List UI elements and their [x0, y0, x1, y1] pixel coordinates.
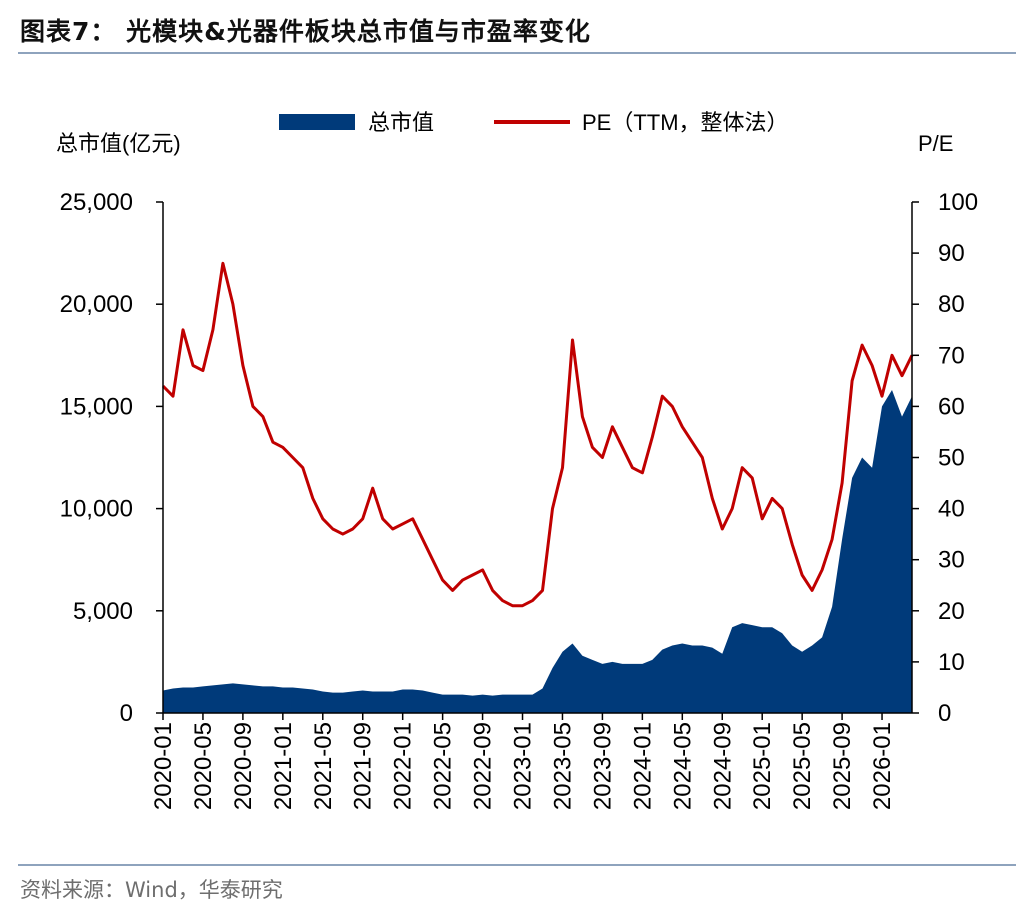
- x-tick-label: 2025-01: [749, 722, 776, 810]
- left-y-tick-label: 25,000: [60, 189, 133, 216]
- x-tick-label: 2025-09: [829, 722, 856, 810]
- x-tick-label: 2021-05: [310, 722, 337, 810]
- right-y-axis-label: P/E: [918, 131, 953, 156]
- right-y-tick-label: 100: [938, 189, 978, 216]
- right-y-tick-label: 80: [938, 291, 965, 318]
- x-tick-label: 2024-09: [709, 722, 736, 810]
- x-tick-label: 2025-05: [789, 722, 816, 810]
- market-cap-area: [163, 390, 912, 713]
- left-y-tick-label: 0: [120, 700, 133, 727]
- right-y-tick-label: 70: [938, 342, 965, 369]
- x-tick-label: 2022-05: [430, 722, 457, 810]
- right-y-tick-label: 0: [938, 700, 951, 727]
- x-tick-label: 2023-01: [510, 722, 537, 810]
- x-tick-label: 2022-09: [470, 722, 497, 810]
- x-tick-label: 2020-09: [230, 722, 257, 810]
- x-tick-label: 2023-09: [589, 722, 616, 810]
- left-y-tick-label: 15,000: [60, 393, 133, 420]
- x-ticks: 2020-01 2020-05 2020-09 2021-01 2021-05 2021-…: [150, 713, 896, 810]
- right-y-ticks: 0 10 20 30 40 50 60 70 80 90 100: [912, 189, 978, 727]
- source-rule: [18, 864, 1016, 866]
- left-y-axis-label: 总市值(亿元): [56, 131, 181, 156]
- right-y-tick-label: 20: [938, 598, 965, 625]
- left-y-tick-label: 10,000: [60, 496, 133, 523]
- right-y-tick-label: 90: [938, 240, 965, 267]
- source-note: 资料来源：Wind，华泰研究: [20, 878, 283, 902]
- x-tick-label: 2022-01: [390, 722, 417, 810]
- x-tick-label: 2020-05: [190, 722, 217, 810]
- x-tick-label: 2020-01: [150, 722, 177, 810]
- pe-line: [161, 261, 914, 608]
- legend-label-pe: PE（TTM，整体法）: [582, 110, 789, 135]
- x-tick-label: 2023-05: [549, 722, 576, 810]
- x-tick-label: 2024-05: [669, 722, 696, 810]
- x-tick-label: 2026-01: [869, 722, 896, 810]
- figure-title: 图表7： 光模块&光器件板块总市值与市盈率变化: [20, 17, 591, 46]
- left-y-ticks: 0 5,000 10,000 15,000 20,000 25,000: [60, 189, 163, 727]
- right-y-tick-label: 60: [938, 393, 965, 420]
- right-y-tick-label: 10: [938, 649, 965, 676]
- x-tick-label: 2024-01: [629, 722, 656, 810]
- pe-line-series: [161, 261, 914, 608]
- left-y-tick-label: 5,000: [73, 598, 133, 625]
- right-y-tick-label: 40: [938, 496, 965, 523]
- right-y-tick-label: 50: [938, 445, 965, 472]
- x-tick-label: 2021-09: [350, 722, 377, 810]
- legend: 总市值 PE（TTM，整体法）: [279, 110, 789, 135]
- right-y-tick-label: 30: [938, 547, 965, 574]
- legend-label-market-cap: 总市值: [368, 110, 434, 135]
- left-y-tick-label: 20,000: [60, 291, 133, 318]
- market-cap-area-series: [163, 390, 912, 713]
- x-tick-label: 2021-01: [270, 722, 297, 810]
- title-rule: [18, 52, 1016, 54]
- legend-swatch-market-cap: [279, 114, 355, 130]
